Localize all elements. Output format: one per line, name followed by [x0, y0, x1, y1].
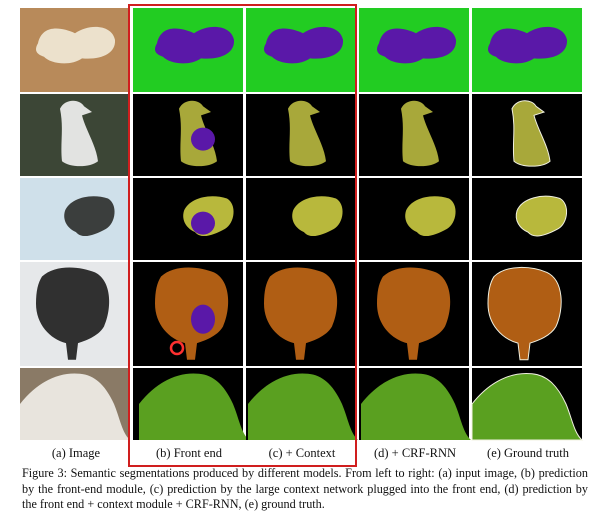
panel-ground-truth — [472, 94, 582, 176]
segmentation-mask — [361, 373, 471, 440]
photo-subject — [20, 373, 130, 440]
panel-crf-rnn — [359, 368, 471, 440]
figure-caption: Figure 3: Semantic segmentations produce… — [22, 466, 588, 511]
segmentation-mask — [155, 267, 229, 360]
panel-image — [20, 262, 130, 366]
panel-front-end — [133, 94, 243, 176]
misclassified-region — [191, 304, 215, 334]
segmentation-mask — [401, 100, 439, 167]
panel-context — [246, 94, 356, 176]
panel-context — [246, 178, 356, 260]
segmentation-mask — [292, 196, 343, 237]
figure-row — [20, 94, 582, 176]
segmentation-mask — [405, 196, 456, 237]
panel-context — [246, 262, 356, 366]
column-label-crf-rnn: (d) + CRF-RNN — [373, 446, 457, 460]
ground-truth-outline — [515, 195, 567, 237]
panel-image — [20, 368, 130, 440]
panel-image — [20, 94, 130, 176]
ground-truth-outline — [511, 100, 551, 167]
panel-crf-rnn — [359, 178, 469, 260]
misclassified-region — [191, 211, 215, 235]
panel-ground-truth — [471, 368, 584, 441]
segmentation-mask — [155, 26, 235, 64]
photo-subject — [64, 196, 115, 237]
column-label-front-end: (b) Front end — [156, 446, 222, 460]
photo-subject — [36, 267, 110, 360]
panel-ground-truth — [472, 8, 582, 92]
panel-front-end — [133, 368, 249, 440]
segmentation-mask — [288, 100, 326, 167]
misclassified-region — [191, 127, 215, 151]
segmentation-mask — [512, 100, 550, 167]
column-label-ground-truth: (e) Ground truth — [487, 446, 569, 460]
figure-row — [20, 262, 582, 366]
segmentation-mask — [264, 267, 338, 360]
panel-crf-rnn — [359, 262, 469, 366]
panel-crf-rnn — [359, 94, 469, 176]
panel-front-end — [133, 8, 243, 92]
photo-subject — [36, 26, 116, 64]
panel-image — [20, 8, 130, 92]
segmentation-mask — [488, 26, 568, 64]
panel-front-end — [133, 178, 243, 260]
segmentation-mask — [377, 26, 457, 64]
cursor-marker — [169, 340, 185, 356]
ground-truth-outline — [471, 372, 584, 441]
panel-ground-truth — [472, 178, 582, 260]
column-label-context: (c) + Context — [268, 446, 336, 460]
segmentation-mask — [264, 26, 344, 64]
segmentation-mask — [139, 373, 249, 440]
photo-subject — [60, 100, 98, 167]
segmentation-mask — [516, 196, 567, 237]
segmentation-mask — [488, 267, 562, 360]
ground-truth-outline — [487, 266, 562, 361]
panel-front-end — [133, 262, 243, 366]
segmentation-mask — [472, 373, 582, 440]
panel-ground-truth — [472, 262, 582, 366]
column-label-image: (a) Image — [51, 446, 101, 460]
panel-context — [246, 8, 356, 92]
segmentation-mask — [377, 267, 451, 360]
panel-context — [246, 368, 358, 440]
figure-row — [20, 8, 582, 92]
panel-image — [20, 178, 130, 260]
figure-row — [20, 178, 582, 260]
figure-row — [20, 368, 584, 441]
panel-crf-rnn — [359, 8, 469, 92]
segmentation-mask — [248, 373, 358, 440]
